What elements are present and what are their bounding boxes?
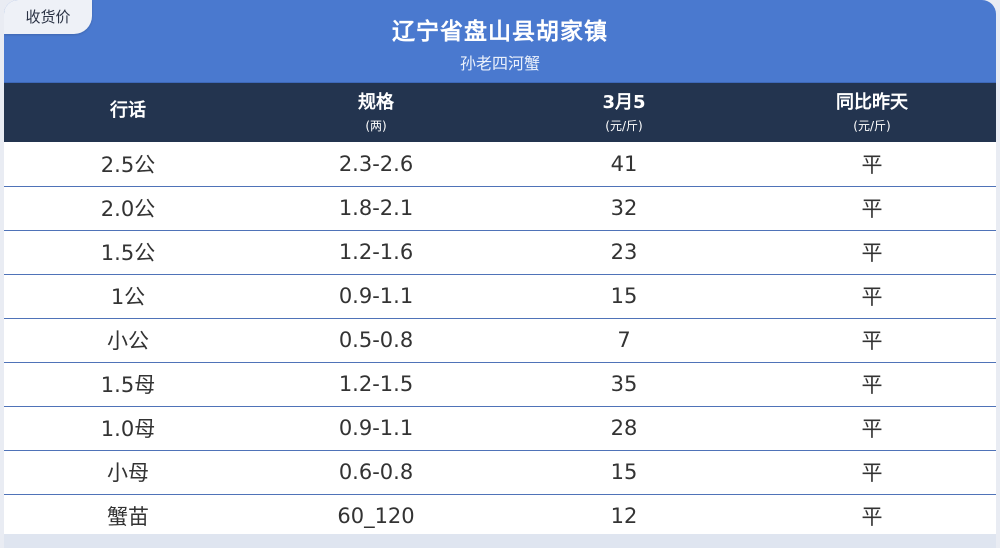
cell-price: 32 [610, 196, 638, 220]
cell-price: 15 [610, 284, 638, 308]
table-row: 蟹苗 60_120 12 平 [4, 494, 996, 538]
table-row: 小母 0.6-0.8 15 平 [4, 450, 996, 494]
header-jargon: 行话 [4, 83, 252, 142]
footer-strip [4, 534, 996, 548]
cell-change: 平 [861, 373, 883, 397]
header-unit: (元/斤) [853, 118, 891, 133]
title-banner: 收货价 辽宁省盘山县胡家镇 孙老四河蟹 [4, 0, 996, 83]
cell-size: 2.3-2.6 [338, 151, 414, 176]
cell-change: 平 [861, 285, 883, 309]
cell-jargon: 2.0公 [100, 197, 156, 221]
header-size: 规格 (两) [252, 83, 500, 142]
table-row: 1.5公 1.2-1.6 23 平 [4, 230, 996, 274]
table-row: 1.5母 1.2-1.5 35 平 [4, 362, 996, 406]
cell-change: 平 [861, 461, 883, 485]
cell-size: 1.8-2.1 [338, 196, 414, 220]
cell-price: 12 [610, 504, 638, 529]
header-price: 3月5 (元/斤) [500, 83, 748, 142]
table-row: 1公 0.9-1.1 15 平 [4, 274, 996, 318]
cell-change: 平 [861, 329, 883, 353]
cell-price: 35 [610, 372, 638, 396]
cell-size: 1.2-1.6 [338, 240, 414, 264]
purchase-price-tag: 收货价 [4, 0, 92, 34]
price-card: 收货价 辽宁省盘山县胡家镇 孙老四河蟹 行话 规格 (两) 3月5 (元/斤) [4, 0, 996, 548]
cell-price: 23 [610, 240, 638, 264]
cell-jargon: 1.5公 [100, 241, 156, 265]
cell-price: 15 [610, 460, 638, 484]
header-label: 行话 [110, 99, 146, 121]
cell-change: 平 [861, 152, 883, 177]
cell-size: 0.6-0.8 [338, 460, 414, 484]
cell-jargon: 1.5母 [100, 373, 156, 397]
header-unit: (两) [365, 118, 387, 133]
cell-jargon: 1.0母 [100, 417, 156, 441]
table-row: 2.0公 1.8-2.1 32 平 [4, 186, 996, 230]
header-change: 同比昨天 (元/斤) [748, 83, 996, 142]
cell-jargon: 1公 [110, 285, 146, 309]
table-row: 小公 0.5-0.8 7 平 [4, 318, 996, 362]
cell-size: 1.2-1.5 [338, 372, 414, 396]
cell-jargon: 蟹苗 [107, 505, 149, 530]
cell-price: 7 [617, 328, 631, 352]
table-row: 2.5公 2.3-2.6 41 平 [4, 142, 996, 186]
cell-change: 平 [861, 197, 883, 221]
cell-change: 平 [861, 417, 883, 441]
page-subtitle: 孙老四河蟹 [459, 54, 540, 73]
cell-change: 平 [861, 241, 883, 265]
cell-price: 28 [610, 416, 638, 440]
price-table: 行话 规格 (两) 3月5 (元/斤) 同比昨天 (元/斤) 2.5 [4, 83, 996, 538]
table-row: 1.0母 0.9-1.1 28 平 [4, 406, 996, 450]
cell-jargon: 小母 [107, 461, 149, 485]
cell-change: 平 [861, 505, 883, 530]
cell-size: 60_120 [337, 504, 415, 529]
cell-jargon: 小公 [107, 329, 149, 353]
cell-jargon: 2.5公 [100, 152, 156, 177]
header-label: 3月5 [602, 91, 646, 113]
page-title: 辽宁省盘山县胡家镇 [392, 19, 608, 45]
cell-price: 41 [610, 151, 638, 176]
header-label: 同比昨天 [836, 91, 908, 113]
cell-size: 0.9-1.1 [338, 416, 414, 440]
cell-size: 0.9-1.1 [338, 284, 414, 308]
table-header-row: 行话 规格 (两) 3月5 (元/斤) 同比昨天 (元/斤) [4, 83, 996, 142]
header-unit: (元/斤) [605, 118, 643, 133]
cell-size: 0.5-0.8 [338, 328, 414, 352]
header-label: 规格 [358, 91, 394, 113]
